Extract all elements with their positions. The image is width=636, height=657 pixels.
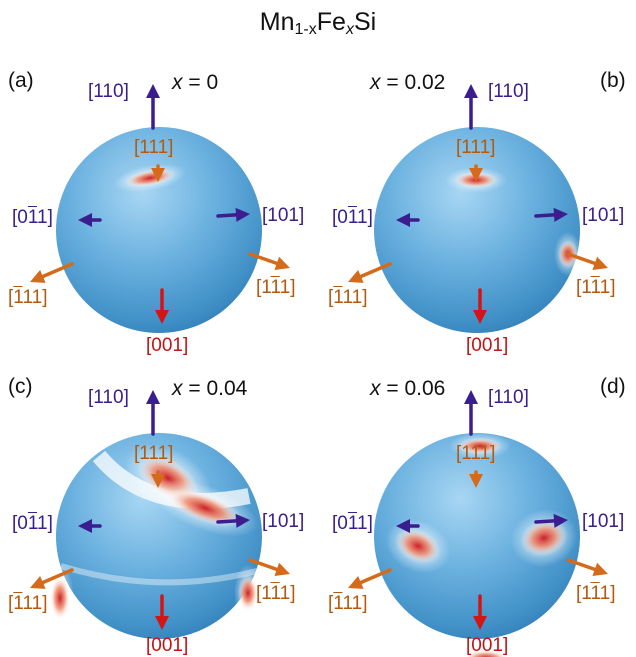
intensity-spot xyxy=(464,650,508,657)
sphere xyxy=(56,433,262,639)
101-arrow xyxy=(534,207,568,222)
label-110: [110] xyxy=(88,81,129,102)
intensity-spot xyxy=(458,438,502,454)
111-arrow xyxy=(469,164,483,182)
label-110: [110] xyxy=(488,81,529,102)
panel-b: (b) x = 0.02 [110] [111] [011] [101] [11… xyxy=(318,62,636,367)
intensity-spot xyxy=(395,528,441,564)
sphere-diagram xyxy=(30,390,290,639)
11bar1-arrow xyxy=(566,558,608,576)
label-011: [011] xyxy=(332,207,373,228)
x-value-label: x = 0.06 xyxy=(370,377,446,400)
111-arrow xyxy=(469,470,483,488)
101-arrow xyxy=(216,513,250,528)
001-arrow xyxy=(473,594,487,630)
sphere xyxy=(374,127,580,333)
label-101: [101] xyxy=(262,205,305,226)
label-001: [001] xyxy=(146,335,189,356)
011-arrow xyxy=(78,213,102,227)
11bar1-arrow xyxy=(248,558,290,576)
intensity-spot xyxy=(238,575,258,611)
panel-d: (d) x = 0.06 [110] [111] [011] [101] [11… xyxy=(318,352,636,657)
x-value-label: x = 0 xyxy=(172,71,219,94)
101-arrow xyxy=(534,513,568,528)
label-1bar11: [111] xyxy=(328,287,368,308)
101-arrow xyxy=(216,207,250,222)
sphere-diagram xyxy=(348,84,608,333)
panel-letter: (c) xyxy=(8,375,33,398)
label-1bar11: [111] xyxy=(8,593,48,614)
x-value-label: x = 0.04 xyxy=(172,377,248,400)
011-arrow xyxy=(78,519,102,533)
111-arrow xyxy=(151,164,165,182)
label-011: [011] xyxy=(12,207,53,228)
sphere xyxy=(56,127,262,333)
label-111: [111] xyxy=(456,137,496,158)
label-11bar1: [111] xyxy=(256,277,296,298)
label-101: [101] xyxy=(262,511,305,532)
001-arrow xyxy=(155,288,169,324)
label-1bar11: [111] xyxy=(8,287,48,308)
label-11bar1: [111] xyxy=(576,277,616,298)
label-101: [101] xyxy=(582,205,625,226)
label-011: [011] xyxy=(332,513,373,534)
x-value-label: x = 0.02 xyxy=(370,71,446,94)
001-arrow xyxy=(473,288,487,324)
011-arrow xyxy=(396,519,420,533)
sphere xyxy=(374,433,580,639)
label-111: [111] xyxy=(134,137,174,158)
label-1bar11: [111] xyxy=(328,593,368,614)
intensity-spot xyxy=(520,519,568,557)
label-001: [001] xyxy=(146,635,189,656)
110-arrow xyxy=(146,84,160,130)
intensity-spot xyxy=(50,576,70,620)
label-11bar1: [111] xyxy=(256,583,296,604)
sphere-diagram xyxy=(30,84,290,333)
label-001: [001] xyxy=(466,635,509,656)
sphere-diagram xyxy=(348,390,608,657)
11bar1-arrow xyxy=(566,252,608,270)
1bar11-arrow xyxy=(348,568,392,589)
intensity-spot xyxy=(124,168,176,188)
label-110: [110] xyxy=(488,387,529,408)
001-arrow xyxy=(155,594,169,630)
label-111: [111] xyxy=(456,443,496,464)
panel-letter: (a) xyxy=(8,69,34,92)
1bar11-arrow xyxy=(30,568,74,589)
label-11bar1: [111] xyxy=(576,583,616,604)
label-110: [110] xyxy=(88,387,129,408)
panel-letter: (b) xyxy=(600,69,626,92)
label-001: [001] xyxy=(466,335,509,356)
110-arrow xyxy=(146,390,160,436)
panel-c: (c) x = 0.04 [110] [111] [011] [101] [11… xyxy=(0,352,318,657)
1bar11-arrow xyxy=(348,262,392,283)
panel-a: (a) x = 0 [110] [111] [011] [101] [111] … xyxy=(0,62,318,367)
label-011: [011] xyxy=(12,513,53,534)
110-arrow xyxy=(464,84,478,130)
white-band xyxy=(60,563,258,586)
figure-title: Mn1-xFexSi xyxy=(259,8,377,38)
111-arrow xyxy=(151,470,165,488)
panel-letter: (d) xyxy=(600,375,626,398)
1bar11-arrow xyxy=(30,262,74,283)
110-arrow xyxy=(464,390,478,436)
11bar1-arrow xyxy=(248,252,290,270)
011-arrow xyxy=(396,213,420,227)
label-111: [111] xyxy=(134,443,174,464)
intensity-spot xyxy=(167,489,243,527)
label-101: [101] xyxy=(582,511,625,532)
